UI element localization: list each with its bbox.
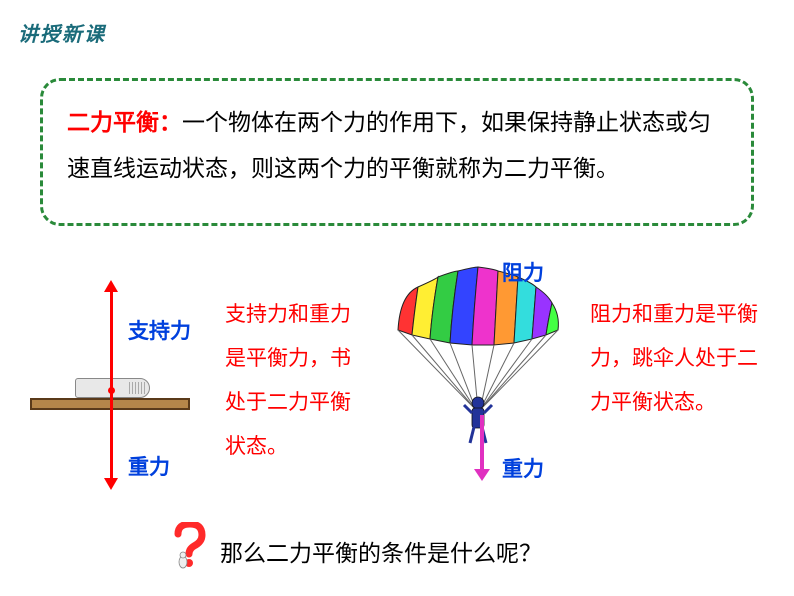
question-text: 那么二力平衡的条件是什么呢？ <box>220 534 542 568</box>
force-origin-dot <box>108 387 115 394</box>
question-mark-icon <box>170 522 208 570</box>
definition-text: 二力平衡：一个物体在两个力的作用下，如果保持静止状态或匀速直线运动状态，则这两个… <box>67 99 727 191</box>
resistance-label: 阻力 <box>502 257 544 287</box>
gravity-force-arrow-book <box>110 390 113 480</box>
parachute-explanation: 阻力和重力是平衡力，跳伞人处于二力平衡状态。 <box>590 293 760 425</box>
book-diagram <box>30 280 220 470</box>
gravity-force-arrow-parachute <box>480 415 484 471</box>
definition-box: 二力平衡：一个物体在两个力的作用下，如果保持静止状态或匀速直线运动状态，则这两个… <box>40 78 754 226</box>
support-force-arrow <box>110 290 113 390</box>
parachute-person <box>464 397 492 443</box>
definition-term: 二力平衡： <box>67 109 182 135</box>
gravity-label-parachute: 重力 <box>502 453 544 483</box>
support-force-label: 支持力 <box>128 315 191 345</box>
slide-header: 讲授新课 <box>18 18 106 47</box>
diagrams-area: 支持力 重力 支持力和重力是平衡力，书处于二力平衡状态。 <box>30 255 770 505</box>
parachute-diagram <box>388 255 598 485</box>
book-explanation: 支持力和重力是平衡力，书处于二力平衡状态。 <box>225 293 365 469</box>
question-row: 那么二力平衡的条件是什么呢？ <box>170 530 730 580</box>
gravity-label-book: 重力 <box>128 451 170 481</box>
